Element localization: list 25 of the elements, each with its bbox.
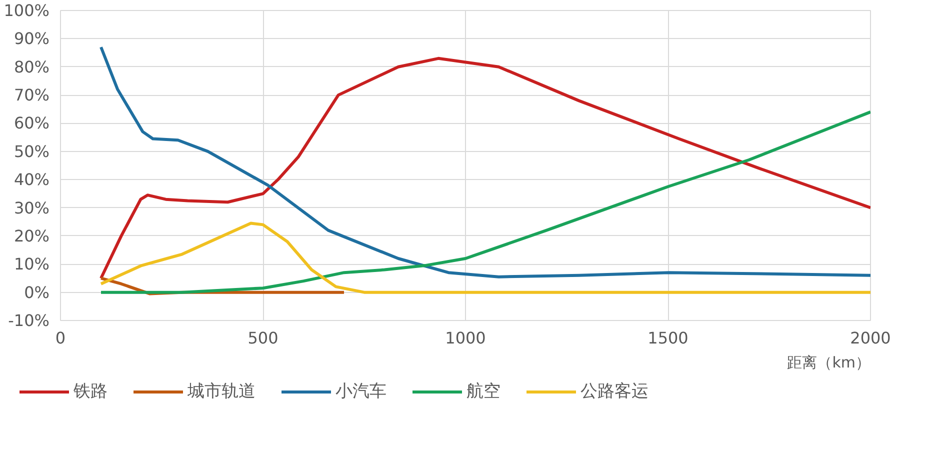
y-tick-label: 60% — [14, 114, 50, 133]
x-tick-label: 1500 — [648, 328, 688, 348]
y-tick-label: 40% — [14, 170, 50, 190]
y-tick-label: 80% — [14, 57, 50, 76]
x-axis-title: 距离（km） — [787, 354, 871, 372]
x-tick-label: 0 — [55, 328, 66, 348]
x-tick-label: 500 — [248, 328, 278, 348]
y-tick-label: 0% — [24, 282, 50, 302]
y-tick-label: 20% — [14, 226, 50, 246]
y-tick-label: 10% — [14, 254, 50, 274]
line-series — [100, 222, 870, 294]
legend-label: 公路客运 — [580, 380, 649, 402]
legend-label: 城市轨道 — [188, 380, 256, 402]
line-series — [100, 110, 870, 294]
x-tick-label: 1000 — [445, 328, 486, 348]
x-tick-label: 2000 — [850, 328, 891, 348]
legend-label: 铁路 — [74, 380, 108, 402]
y-tick-label: 100% — [4, 1, 50, 20]
legend-label: 航空 — [466, 380, 501, 402]
y-tick-label: -10% — [8, 311, 50, 330]
y-tick-label: 30% — [14, 198, 50, 218]
y-tick-label: 90% — [14, 29, 50, 48]
legend-label: 小汽车 — [336, 380, 387, 402]
y-tick-label: 70% — [14, 86, 50, 105]
y-tick-label: 50% — [14, 142, 50, 161]
